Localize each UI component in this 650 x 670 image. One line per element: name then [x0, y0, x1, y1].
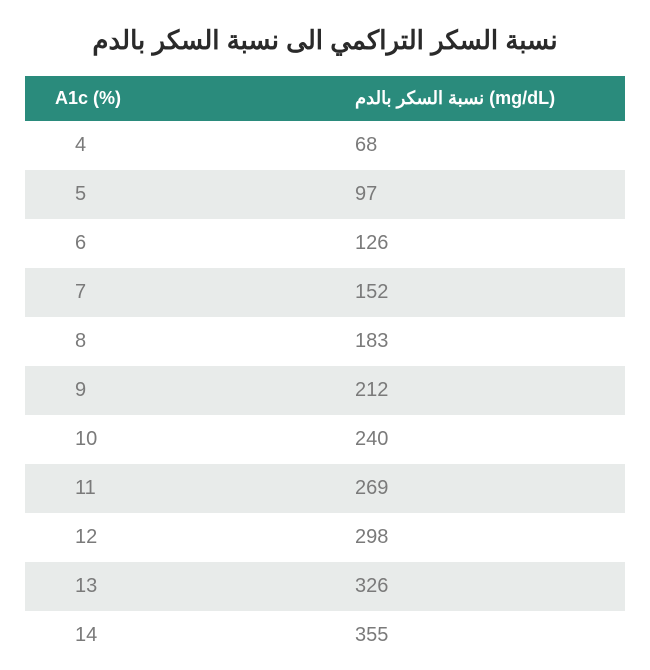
cell-a1c: 7 [25, 281, 325, 304]
cell-glucose: 355 [325, 624, 625, 647]
table-row: 10 240 [25, 415, 625, 464]
cell-glucose: 97 [325, 183, 625, 206]
conversion-table: A1c (%) نسبة السكر بالدم (mg/dL) 4 68 5 … [25, 76, 625, 660]
table-row: 9 212 [25, 366, 625, 415]
cell-a1c: 6 [25, 232, 325, 255]
table-row: 14 355 [25, 611, 625, 660]
cell-a1c: 11 [25, 477, 325, 500]
cell-a1c: 13 [25, 575, 325, 598]
cell-glucose: 126 [325, 232, 625, 255]
cell-a1c: 14 [25, 624, 325, 647]
header-a1c: A1c (%) [25, 88, 325, 109]
table-row: 8 183 [25, 317, 625, 366]
cell-a1c: 9 [25, 379, 325, 402]
cell-glucose: 212 [325, 379, 625, 402]
table-row: 11 269 [25, 464, 625, 513]
table-title: نسبة السكر التراكمي الى نسبة السكر بالدم [25, 25, 625, 56]
cell-glucose: 152 [325, 281, 625, 304]
table-row: 6 126 [25, 219, 625, 268]
cell-glucose: 240 [325, 428, 625, 451]
cell-a1c: 5 [25, 183, 325, 206]
cell-a1c: 12 [25, 526, 325, 549]
cell-glucose: 298 [325, 526, 625, 549]
cell-glucose: 183 [325, 330, 625, 353]
header-glucose: نسبة السكر بالدم (mg/dL) [325, 88, 625, 109]
table-header-row: A1c (%) نسبة السكر بالدم (mg/dL) [25, 76, 625, 121]
table-row: 12 298 [25, 513, 625, 562]
table-row: 5 97 [25, 170, 625, 219]
table-row: 13 326 [25, 562, 625, 611]
cell-glucose: 68 [325, 134, 625, 157]
table-row: 7 152 [25, 268, 625, 317]
cell-a1c: 10 [25, 428, 325, 451]
cell-glucose: 269 [325, 477, 625, 500]
cell-glucose: 326 [325, 575, 625, 598]
cell-a1c: 8 [25, 330, 325, 353]
cell-a1c: 4 [25, 134, 325, 157]
table-row: 4 68 [25, 121, 625, 170]
